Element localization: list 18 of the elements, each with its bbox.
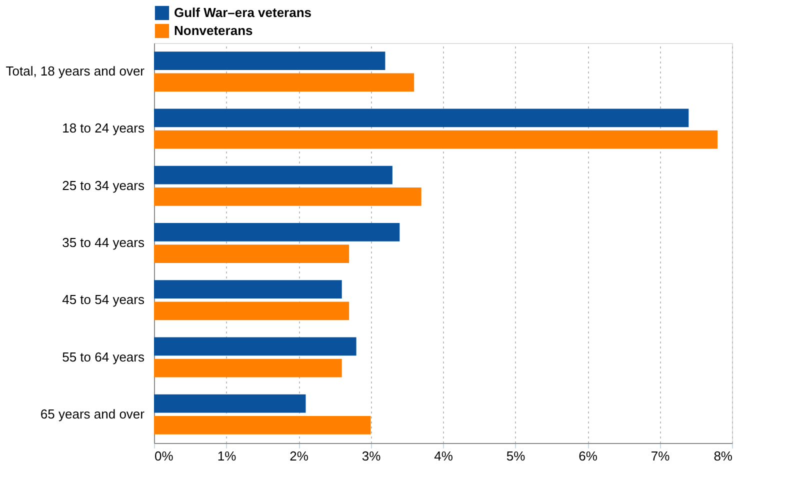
x-tick-label: 3% (362, 448, 382, 464)
x-tick-label: 4% (434, 448, 454, 464)
y-tick-label: 45 to 54 years (62, 292, 145, 308)
y-tick-label: 55 to 64 years (62, 349, 145, 364)
y-tick-label: 25 to 34 years (62, 178, 145, 193)
x-tick-label: 1% (217, 448, 237, 464)
x-tick-label: 7% (650, 448, 670, 464)
x-tick-label: 0% (154, 448, 174, 464)
x-tick-label: 2% (290, 448, 309, 464)
x-tick-label: 8% (714, 448, 733, 464)
legend-label: Nonveterans (174, 23, 253, 38)
y-tick-label: 65 years and over (40, 406, 146, 422)
y-tick-label: 35 to 44 years (62, 235, 145, 250)
legend-label: Gulf War–era veterans (174, 5, 312, 20)
y-tick-label: Total, 18 years and over (6, 64, 146, 79)
x-tick-label: 6% (578, 448, 598, 464)
y-tick-label: 18 to 24 years (62, 120, 145, 136)
x-tick-label: 5% (506, 448, 526, 464)
